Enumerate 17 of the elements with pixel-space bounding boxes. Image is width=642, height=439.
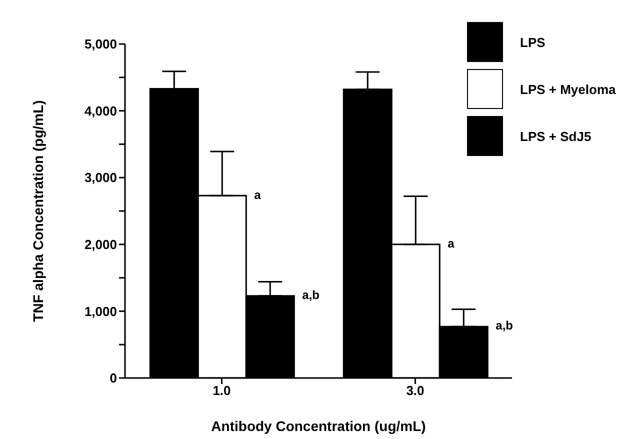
- y-axis-title: TNF alpha Concentration (pg/mL): [30, 100, 46, 322]
- y-tick-label: 2,000: [84, 237, 117, 252]
- y-tick-label: 3,000: [84, 170, 117, 186]
- annotation: a: [254, 188, 262, 202]
- text: LPS + Myeloma: [520, 82, 616, 96]
- y-tick-label: 0: [110, 370, 117, 386]
- x-tick-label: 3.0: [406, 383, 424, 398]
- text: LPS: [520, 34, 546, 50]
- text: LPS + SdJ5: [520, 128, 592, 144]
- annotation: a: [448, 236, 455, 251]
- annotation: a,b: [302, 288, 320, 302]
- y-tick-label: 5,000: [84, 36, 117, 52]
- annotation: a,b: [496, 318, 513, 333]
- x-axis-title: Antibody Concentration (ug/mL): [211, 418, 426, 434]
- x-tick-label: 1.0: [212, 383, 231, 398]
- y-tick-label: 4,000: [84, 103, 117, 118]
- y-tick-label: 1,000: [84, 304, 117, 319]
